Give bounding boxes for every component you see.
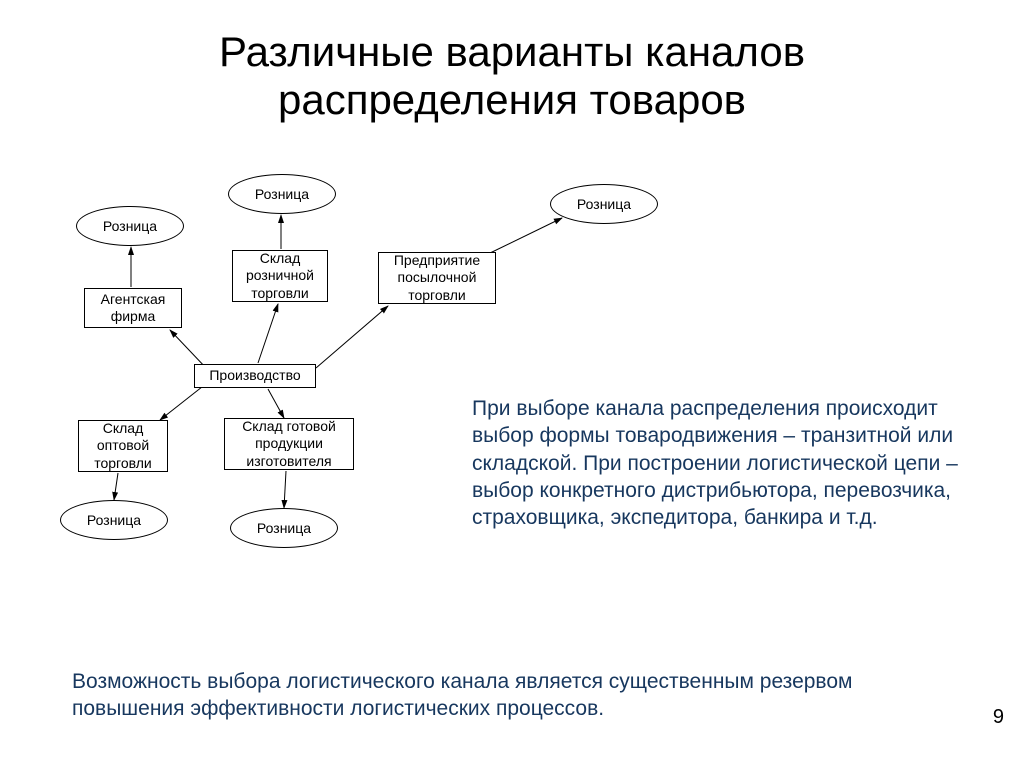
description-paragraph: При выборе канала распределения происход… [472, 395, 992, 531]
node-retail-warehouse: Складрозничнойторговли [232, 250, 328, 302]
node-retail-5: Розница [230, 508, 338, 548]
node-retail-1: Розница [76, 206, 184, 246]
slide-title: Различные варианты каналов распределения… [0, 0, 1024, 125]
title-line-1: Различные варианты каналов [219, 28, 805, 75]
node-retail-2: Розница [228, 174, 336, 214]
node-agency-firm: Агентскаяфирма [84, 288, 182, 328]
node-wholesale-warehouse: Складоптовойторговли [78, 420, 168, 472]
node-retail-4: Розница [60, 500, 168, 540]
distribution-flowchart: Производство Агентскаяфирма Складрозничн… [0, 170, 760, 610]
page-number: 9 [993, 706, 1004, 729]
footer-paragraph: Возможность выбора логистического канала… [72, 668, 952, 723]
title-line-2: распределения товаров [278, 76, 746, 123]
node-mail-order-enterprise: Предприятиепосылочнойторговли [378, 252, 496, 304]
node-production: Производство [194, 364, 316, 388]
node-finished-goods-warehouse: Склад готовойпродукцииизготовителя [224, 418, 354, 470]
node-retail-3: Розница [550, 184, 658, 224]
